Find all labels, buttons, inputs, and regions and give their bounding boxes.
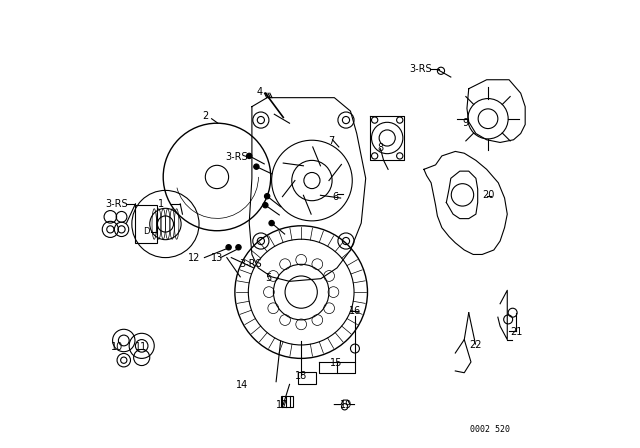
Circle shape — [236, 245, 241, 250]
Text: 8: 8 — [378, 143, 383, 153]
Text: 11: 11 — [134, 342, 147, 352]
Text: 17: 17 — [276, 401, 288, 410]
Text: 1: 1 — [158, 199, 164, 209]
Text: 13: 13 — [211, 253, 223, 263]
Text: 2: 2 — [203, 112, 209, 121]
Circle shape — [246, 153, 252, 159]
Text: 15: 15 — [330, 358, 342, 368]
Text: 7: 7 — [328, 136, 334, 146]
Text: 6: 6 — [333, 192, 339, 202]
Text: 16: 16 — [349, 306, 361, 316]
Text: 3-RS: 3-RS — [226, 152, 248, 162]
Circle shape — [226, 245, 231, 250]
Bar — [136, 205, 157, 243]
Bar — [280, 396, 293, 407]
Text: 20: 20 — [482, 190, 494, 200]
Circle shape — [262, 202, 268, 208]
Text: 0002 520: 0002 520 — [470, 425, 510, 434]
Text: 14: 14 — [236, 380, 248, 390]
Text: 10: 10 — [111, 342, 124, 352]
Text: D: D — [143, 227, 150, 236]
Text: 3-RS: 3-RS — [105, 199, 127, 209]
Text: 18: 18 — [295, 371, 307, 381]
Text: 3-RS: 3-RS — [410, 65, 432, 74]
Text: 12: 12 — [188, 253, 201, 263]
Circle shape — [264, 194, 270, 199]
Text: 19: 19 — [340, 401, 352, 410]
Text: 9: 9 — [463, 118, 468, 128]
Circle shape — [269, 220, 275, 226]
Circle shape — [253, 164, 259, 169]
Text: 4: 4 — [257, 87, 262, 97]
Bar — [298, 372, 316, 384]
Text: 3-RS: 3-RS — [239, 259, 262, 269]
Text: 22: 22 — [470, 340, 482, 350]
Text: 5: 5 — [266, 273, 271, 283]
Text: 21: 21 — [510, 327, 522, 336]
